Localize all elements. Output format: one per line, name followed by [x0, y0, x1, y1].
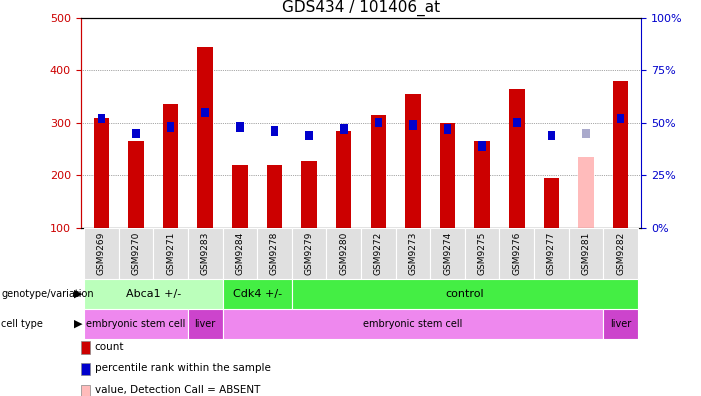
Text: liver: liver: [610, 319, 632, 329]
Bar: [232, 165, 247, 228]
Text: GSM9282: GSM9282: [616, 232, 625, 275]
Bar: [604, 309, 638, 339]
Text: Abca1 +/-: Abca1 +/-: [125, 289, 181, 299]
Bar: [84, 309, 188, 339]
FancyBboxPatch shape: [604, 228, 638, 279]
Bar: [583, 129, 590, 138]
Bar: [167, 122, 175, 132]
FancyBboxPatch shape: [500, 228, 534, 279]
FancyBboxPatch shape: [188, 228, 222, 279]
Text: GSM9273: GSM9273: [409, 232, 417, 275]
Text: GSM9281: GSM9281: [582, 232, 590, 275]
Text: GSM9276: GSM9276: [512, 232, 522, 275]
Text: ▶: ▶: [74, 289, 82, 299]
Bar: [188, 309, 222, 339]
Bar: [336, 131, 351, 228]
Bar: [578, 157, 594, 228]
Bar: [374, 118, 382, 128]
Bar: [198, 47, 213, 228]
Text: GSM9275: GSM9275: [477, 232, 486, 275]
Text: GSM9271: GSM9271: [166, 232, 175, 275]
FancyBboxPatch shape: [257, 228, 292, 279]
Bar: [266, 165, 283, 228]
Bar: [163, 105, 179, 228]
Text: GSM9283: GSM9283: [200, 232, 210, 275]
Text: GSM9269: GSM9269: [97, 232, 106, 275]
Bar: [128, 141, 144, 228]
Text: GSM9274: GSM9274: [443, 232, 452, 275]
FancyBboxPatch shape: [569, 228, 604, 279]
Bar: [340, 124, 348, 134]
Text: control: control: [446, 289, 484, 299]
Bar: [617, 114, 625, 123]
FancyBboxPatch shape: [292, 228, 327, 279]
FancyBboxPatch shape: [430, 228, 465, 279]
Bar: [513, 118, 521, 128]
Text: cell type: cell type: [1, 319, 43, 329]
Bar: [292, 279, 638, 309]
Text: GSM9277: GSM9277: [547, 232, 556, 275]
FancyBboxPatch shape: [465, 228, 500, 279]
Text: embryonic stem cell: embryonic stem cell: [363, 319, 463, 329]
Text: Cdk4 +/-: Cdk4 +/-: [233, 289, 282, 299]
Text: GSM9270: GSM9270: [132, 232, 140, 275]
Bar: [547, 131, 555, 140]
Text: GSM9284: GSM9284: [236, 232, 245, 275]
Bar: [613, 81, 628, 228]
FancyBboxPatch shape: [327, 228, 361, 279]
Bar: [371, 115, 386, 228]
Bar: [132, 129, 139, 138]
FancyBboxPatch shape: [395, 228, 430, 279]
Bar: [271, 126, 278, 136]
Text: genotype/variation: genotype/variation: [1, 289, 94, 299]
Bar: [405, 94, 421, 228]
Bar: [97, 114, 105, 123]
Text: embryonic stem cell: embryonic stem cell: [86, 319, 186, 329]
FancyBboxPatch shape: [222, 228, 257, 279]
Bar: [543, 178, 559, 228]
FancyBboxPatch shape: [84, 228, 118, 279]
Bar: [94, 118, 109, 228]
Bar: [84, 279, 222, 309]
Bar: [409, 120, 417, 129]
Text: percentile rank within the sample: percentile rank within the sample: [95, 363, 271, 373]
FancyBboxPatch shape: [154, 228, 188, 279]
Bar: [236, 122, 244, 132]
Bar: [478, 141, 486, 150]
Bar: [444, 124, 451, 134]
Bar: [222, 309, 604, 339]
Bar: [440, 123, 456, 228]
Bar: [222, 279, 292, 309]
Bar: [305, 131, 313, 140]
Text: ▶: ▶: [74, 319, 82, 329]
Bar: [475, 141, 490, 228]
Bar: [301, 160, 317, 228]
FancyBboxPatch shape: [118, 228, 154, 279]
Text: count: count: [95, 341, 124, 352]
Bar: [509, 89, 524, 228]
Title: GDS434 / 101406_at: GDS434 / 101406_at: [282, 0, 440, 17]
Text: GSM9280: GSM9280: [339, 232, 348, 275]
Text: GSM9279: GSM9279: [305, 232, 313, 275]
Bar: [201, 108, 209, 117]
Text: liver: liver: [195, 319, 216, 329]
Text: GSM9278: GSM9278: [270, 232, 279, 275]
FancyBboxPatch shape: [361, 228, 395, 279]
Text: value, Detection Call = ABSENT: value, Detection Call = ABSENT: [95, 385, 260, 395]
FancyBboxPatch shape: [534, 228, 569, 279]
Text: GSM9272: GSM9272: [374, 232, 383, 275]
